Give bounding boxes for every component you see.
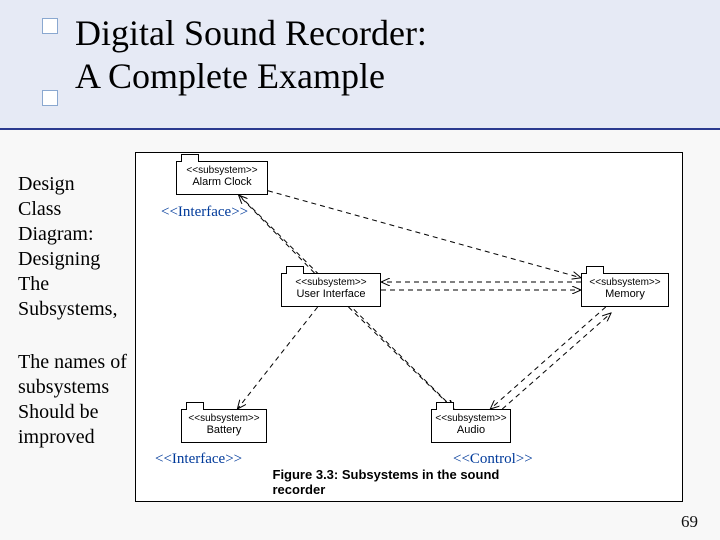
subsystem-ui: <<subsystem>>User Interface [281,273,381,307]
package-tab-icon [586,266,604,274]
uml-diagram-panel: Figure 3.3: Subsystems in the sound reco… [135,152,683,502]
package-tab-icon [436,402,454,410]
subsystem-label: Audio [432,424,510,436]
subsystem-label: User Interface [282,288,380,300]
dependency-arrow [239,195,315,273]
dependency-arrow [349,307,454,409]
subsystem-memory: <<subsystem>>Memory [581,273,669,307]
dependency-arrow [268,191,581,278]
annotation-iface1: <<Interface>> [161,204,248,221]
stereotype-label: <<subsystem>> [182,413,266,424]
stereotype-label: <<subsystem>> [582,277,668,288]
title-line-1: Digital Sound Recorder: [75,12,427,55]
dependency-arrow [237,307,317,409]
dependency-arrow [490,307,606,409]
side-text-block-1: Design Class Diagram: Designing The Subs… [18,172,117,322]
package-tab-icon [286,266,304,274]
stereotype-label: <<subsystem>> [282,277,380,288]
stereotype-label: <<subsystem>> [432,413,510,424]
page-number: 69 [681,512,698,532]
subsystem-label: Memory [582,288,668,300]
side-text-block-2: The names of subsystems Should be improv… [18,350,127,450]
annotation-iface2: <<Interface>> [155,451,242,468]
subsystem-alarm: <<subsystem>>Alarm Clock [176,161,268,195]
dependency-arrow [496,313,611,415]
title-line-2: A Complete Example [75,55,427,98]
title-bullet-deco [42,18,58,110]
subsystem-label: Alarm Clock [177,176,267,188]
stereotype-label: <<subsystem>> [177,165,267,176]
package-tab-icon [181,154,199,162]
subsystem-label: Battery [182,424,266,436]
subsystem-battery: <<subsystem>>Battery [181,409,267,443]
package-tab-icon [186,402,204,410]
slide-title: Digital Sound Recorder: A Complete Examp… [75,12,427,98]
figure-caption: Figure 3.3: Subsystems in the sound reco… [273,467,546,497]
subsystem-audio: <<subsystem>>Audio [431,409,511,443]
annotation-control: <<Control>> [453,451,533,468]
